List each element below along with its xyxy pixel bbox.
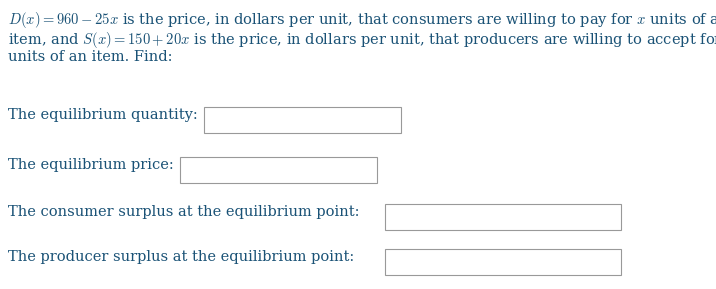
Text: units of an item. Find:: units of an item. Find: bbox=[8, 50, 173, 64]
Text: The equilibrium quantity:: The equilibrium quantity: bbox=[8, 108, 198, 122]
Text: $D(x) = 960 - 25x$ is the price, in dollars per unit, that consumers are willing: $D(x) = 960 - 25x$ is the price, in doll… bbox=[8, 10, 716, 30]
Text: item, and $S(x) = 150 + 20x$ is the price, in dollars per unit, that producers a: item, and $S(x) = 150 + 20x$ is the pric… bbox=[8, 30, 716, 50]
Text: The consumer surplus at the equilibrium point:: The consumer surplus at the equilibrium … bbox=[8, 205, 359, 219]
Text: The equilibrium price:: The equilibrium price: bbox=[8, 158, 174, 172]
Text: The producer surplus at the equilibrium point:: The producer surplus at the equilibrium … bbox=[8, 250, 354, 264]
